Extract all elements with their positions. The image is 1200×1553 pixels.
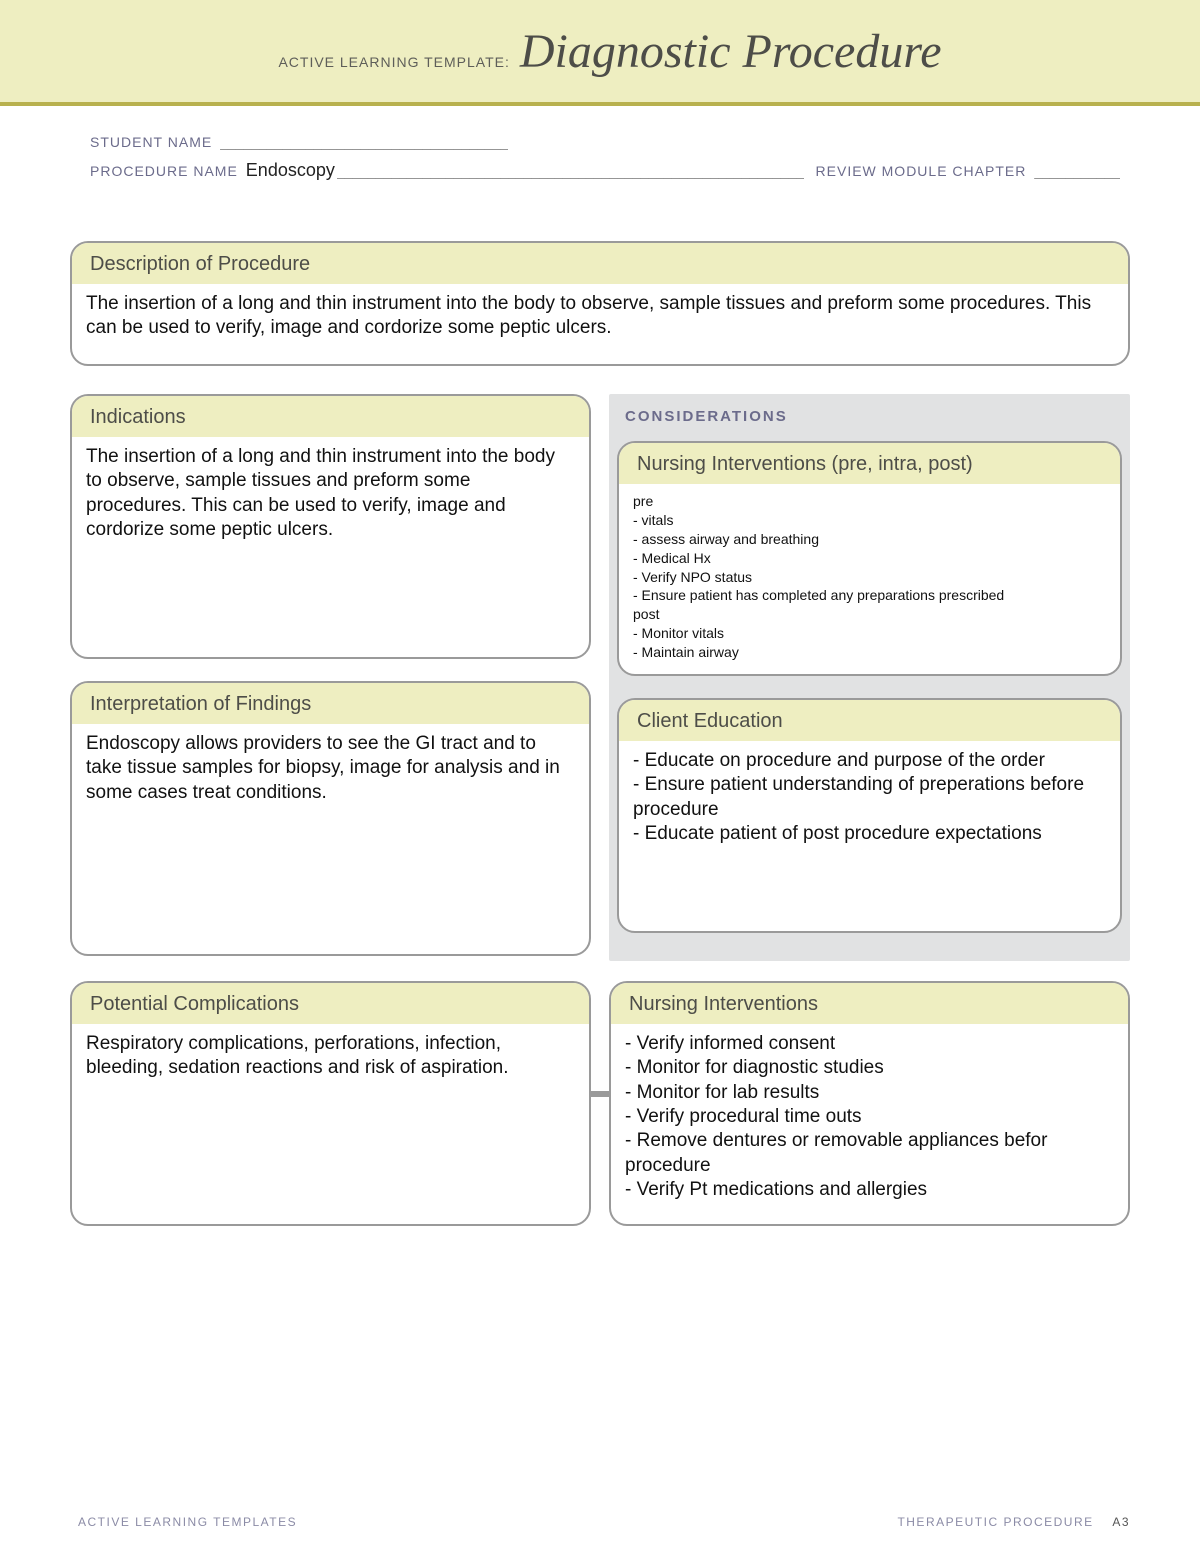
student-blank[interactable]: _____________________________________ bbox=[220, 134, 508, 150]
nursing-interventions-panel: Nursing Interventions - Verify informed … bbox=[609, 981, 1130, 1226]
header-label: ACTIVE LEARNING TEMPLATE: bbox=[278, 54, 509, 70]
description-title: Description of Procedure bbox=[72, 243, 1128, 284]
procedure-label: PROCEDURE NAME bbox=[90, 163, 238, 179]
header-wrap: ACTIVE LEARNING TEMPLATE: Diagnostic Pro… bbox=[90, 24, 1130, 79]
page: ACTIVE LEARNING TEMPLATE: Diagnostic Pro… bbox=[0, 0, 1200, 1553]
nursing-interventions-body[interactable]: - Verify informed consent - Monitor for … bbox=[611, 1024, 1128, 1224]
procedure-value[interactable]: Endoscopy bbox=[246, 160, 335, 181]
bottom-row: Potential Complications Respiratory comp… bbox=[70, 981, 1130, 1226]
client-education-body[interactable]: - Educate on procedure and purpose of th… bbox=[619, 741, 1120, 931]
nursing-pre-post-title: Nursing Interventions (pre, intra, post) bbox=[619, 443, 1120, 484]
student-label: STUDENT NAME bbox=[90, 134, 212, 150]
complications-panel: Potential Complications Respiratory comp… bbox=[70, 981, 591, 1226]
description-panel: Description of Procedure The insertion o… bbox=[70, 241, 1130, 366]
footer-left: ACTIVE LEARNING TEMPLATES bbox=[78, 1515, 297, 1529]
client-education-panel: Client Education - Educate on procedure … bbox=[617, 698, 1122, 933]
interpretation-panel: Interpretation of Findings Endoscopy all… bbox=[70, 681, 591, 956]
footer-right-label: THERAPEUTIC PROCEDURE bbox=[897, 1515, 1093, 1529]
header-title: Diagnostic Procedure bbox=[520, 24, 942, 79]
procedure-blank[interactable]: ________________________________________… bbox=[337, 163, 804, 179]
nursing-interventions-title: Nursing Interventions bbox=[611, 983, 1128, 1024]
review-blank[interactable]: ___________ bbox=[1034, 163, 1120, 179]
middle-columns: Indications The insertion of a long and … bbox=[70, 394, 1130, 961]
footer-page: A3 bbox=[1112, 1515, 1130, 1529]
considerations-panel: CONSIDERATIONS Nursing Interventions (pr… bbox=[609, 394, 1130, 961]
description-body[interactable]: The insertion of a long and thin instrum… bbox=[72, 284, 1128, 364]
review-label: REVIEW MODULE CHAPTER bbox=[816, 163, 1027, 179]
considerations-label: CONSIDERATIONS bbox=[617, 394, 1122, 441]
procedure-row: PROCEDURE NAME Endoscopy _______________… bbox=[90, 160, 1120, 181]
left-column: Indications The insertion of a long and … bbox=[70, 394, 591, 956]
indications-body[interactable]: The insertion of a long and thin instrum… bbox=[72, 437, 589, 657]
meta-block: STUDENT NAME ___________________________… bbox=[0, 106, 1200, 201]
nursing-pre-post-panel: Nursing Interventions (pre, intra, post)… bbox=[617, 441, 1122, 676]
complications-body[interactable]: Respiratory complications, perforations,… bbox=[72, 1024, 589, 1224]
client-education-title: Client Education bbox=[619, 700, 1120, 741]
indications-title: Indications bbox=[72, 396, 589, 437]
interpretation-body[interactable]: Endoscopy allows providers to see the GI… bbox=[72, 724, 589, 954]
interpretation-title: Interpretation of Findings bbox=[72, 683, 589, 724]
footer: ACTIVE LEARNING TEMPLATES THERAPEUTIC PR… bbox=[0, 1515, 1200, 1529]
header-band: ACTIVE LEARNING TEMPLATE: Diagnostic Pro… bbox=[0, 0, 1200, 102]
content: Description of Procedure The insertion o… bbox=[0, 201, 1200, 1226]
nursing-pre-post-body[interactable]: pre - vitals - assess airway and breathi… bbox=[619, 484, 1120, 674]
footer-right: THERAPEUTIC PROCEDURE A3 bbox=[897, 1515, 1130, 1529]
indications-panel: Indications The insertion of a long and … bbox=[70, 394, 591, 659]
complications-title: Potential Complications bbox=[72, 983, 589, 1024]
student-row: STUDENT NAME ___________________________… bbox=[90, 134, 1120, 150]
